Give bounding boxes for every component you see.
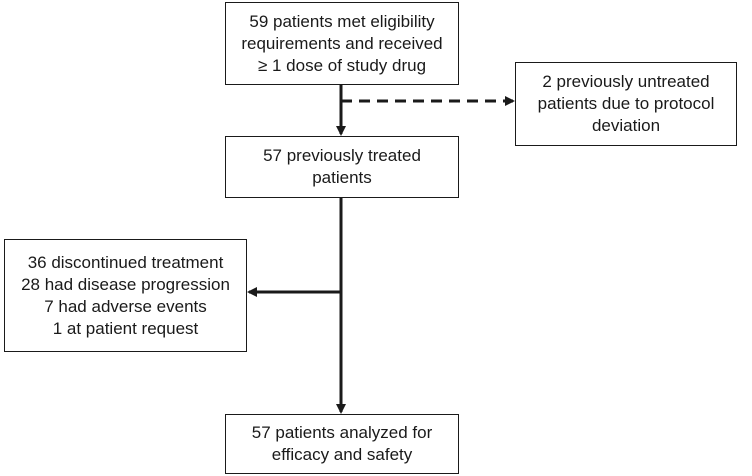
discontinued-line-3: 7 had adverse events (44, 296, 207, 316)
excluded-line-3: deviation (591, 116, 661, 135)
analyzed-patients-box: 57 patients analyzed for efficacy and sa… (225, 414, 459, 474)
enrolled-line-1: 59 patients met eligibility (249, 11, 435, 31)
analyzed-line-2: efficacy and safety (271, 445, 413, 464)
excluded-patients-box: 2 previously untreated patients due to p… (515, 62, 737, 146)
treated-line-1: 57 previously treated (263, 146, 421, 165)
enrolled-patients-box: 59 patients met eligibility requirements… (225, 2, 459, 85)
discontinued-treatment-box: 36 discontinued treatment 28 had disease… (4, 239, 247, 352)
analyzed-line-1: 57 patients analyzed for (251, 423, 433, 442)
treated-patients-box: 57 previously treated patients (225, 136, 459, 198)
excluded-line-2: patients due to protocol (537, 94, 715, 113)
enrolled-line-3: ≥ 1 dose of study drug (257, 55, 427, 75)
discontinued-line-4: 1 at patient request (52, 318, 199, 338)
enrolled-line-2: requirements and received (241, 33, 443, 53)
discontinued-line-2: 28 had disease progression (21, 274, 230, 294)
excluded-line-1: 2 previously untreated (542, 72, 710, 91)
discontinued-line-1: 36 discontinued treatment (27, 252, 224, 272)
treated-line-2: patients (312, 168, 372, 187)
